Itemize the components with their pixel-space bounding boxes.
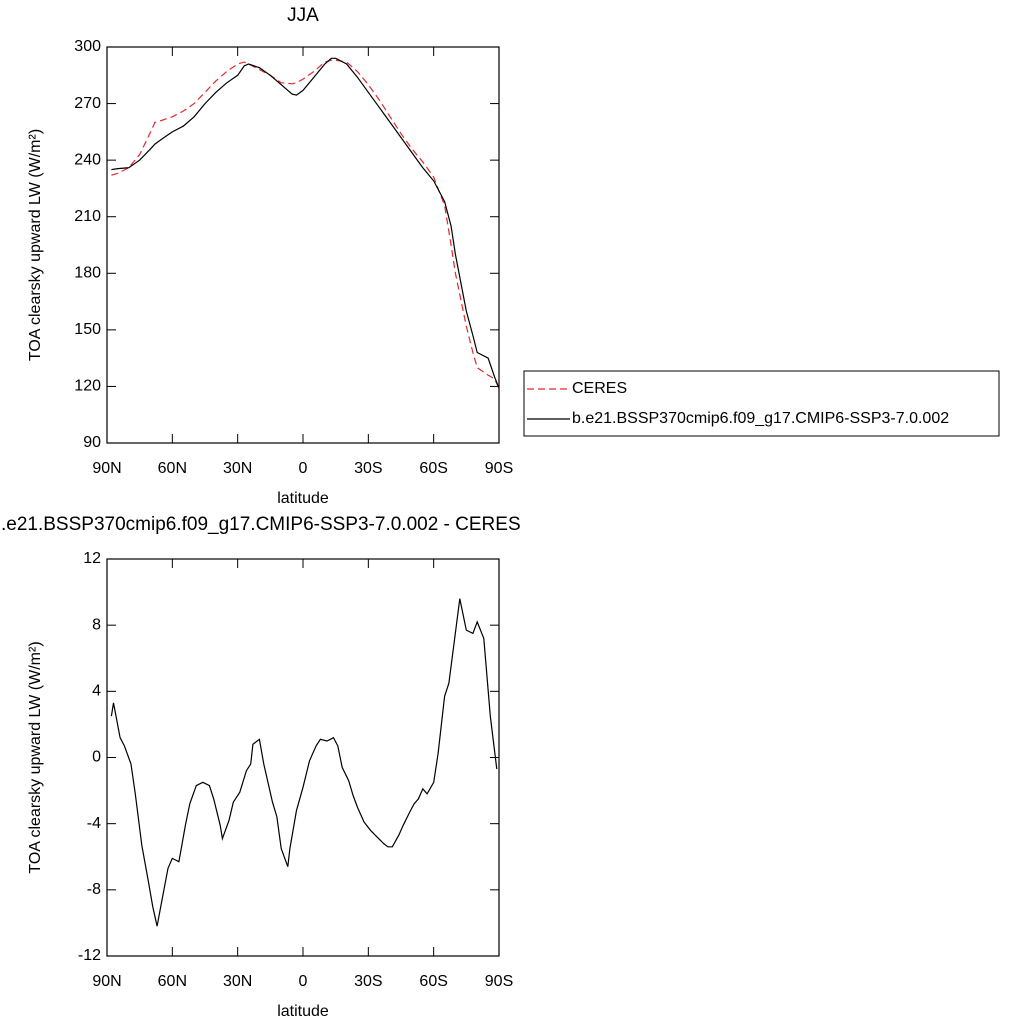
x-tick-label: 30S xyxy=(354,973,382,990)
y-tick-label: 180 xyxy=(74,265,101,282)
x-tick-label: 30N xyxy=(223,973,252,990)
plot-frame xyxy=(106,558,500,957)
series-line xyxy=(111,57,500,389)
y-tick-label: 300 xyxy=(74,38,101,55)
y-tick-label: 270 xyxy=(74,95,101,112)
legend-box xyxy=(523,370,1000,437)
x-tick-label: 90S xyxy=(485,973,513,990)
x-axis-label: latitude xyxy=(277,490,329,507)
legend-label: CERES xyxy=(572,380,627,397)
x-tick-label: 90N xyxy=(92,973,121,990)
y-tick-label: 150 xyxy=(74,321,101,338)
y-tick-label: 8 xyxy=(92,616,101,633)
y-tick-label: -4 xyxy=(87,815,101,832)
y-tick-label: 90 xyxy=(83,434,101,451)
y-tick-label: 0 xyxy=(92,749,101,766)
x-tick-label: 0 xyxy=(299,460,308,477)
x-tick-label: 60N xyxy=(158,973,187,990)
x-tick-label: 90S xyxy=(485,460,513,477)
chart-title: JJA xyxy=(287,5,319,26)
x-tick-label: 90N xyxy=(92,460,121,477)
x-tick-label: 30S xyxy=(354,460,382,477)
x-tick-label: 60S xyxy=(419,973,447,990)
y-axis-label: TOA clearsky upward LW (W/m²) xyxy=(27,129,44,361)
x-tick-label: 60N xyxy=(158,460,187,477)
x-axis-label: latitude xyxy=(277,1003,329,1020)
y-tick-label: 210 xyxy=(74,208,101,225)
x-tick-label: 30N xyxy=(223,460,252,477)
plot-frame xyxy=(106,46,500,444)
y-tick-label: 4 xyxy=(92,683,101,700)
chart-title: .e21.BSSP370cmip6.f09_g17.CMIP6-SSP3-7.0… xyxy=(1,514,521,535)
x-tick-label: 60S xyxy=(419,460,447,477)
series-line xyxy=(111,59,500,389)
y-tick-label: 120 xyxy=(74,378,101,395)
y-axis-label: TOA clearsky upward LW (W/m²) xyxy=(27,641,44,873)
x-tick-label: 0 xyxy=(299,973,308,990)
y-tick-label: 12 xyxy=(83,550,101,567)
y-tick-label: -8 xyxy=(87,881,101,898)
y-tick-label: -12 xyxy=(78,947,101,964)
y-tick-label: 240 xyxy=(74,151,101,168)
legend-label: b.e21.BSSP370cmip6.f09_g17.CMIP6-SSP3-7.… xyxy=(572,410,949,427)
series-line xyxy=(110,598,498,927)
